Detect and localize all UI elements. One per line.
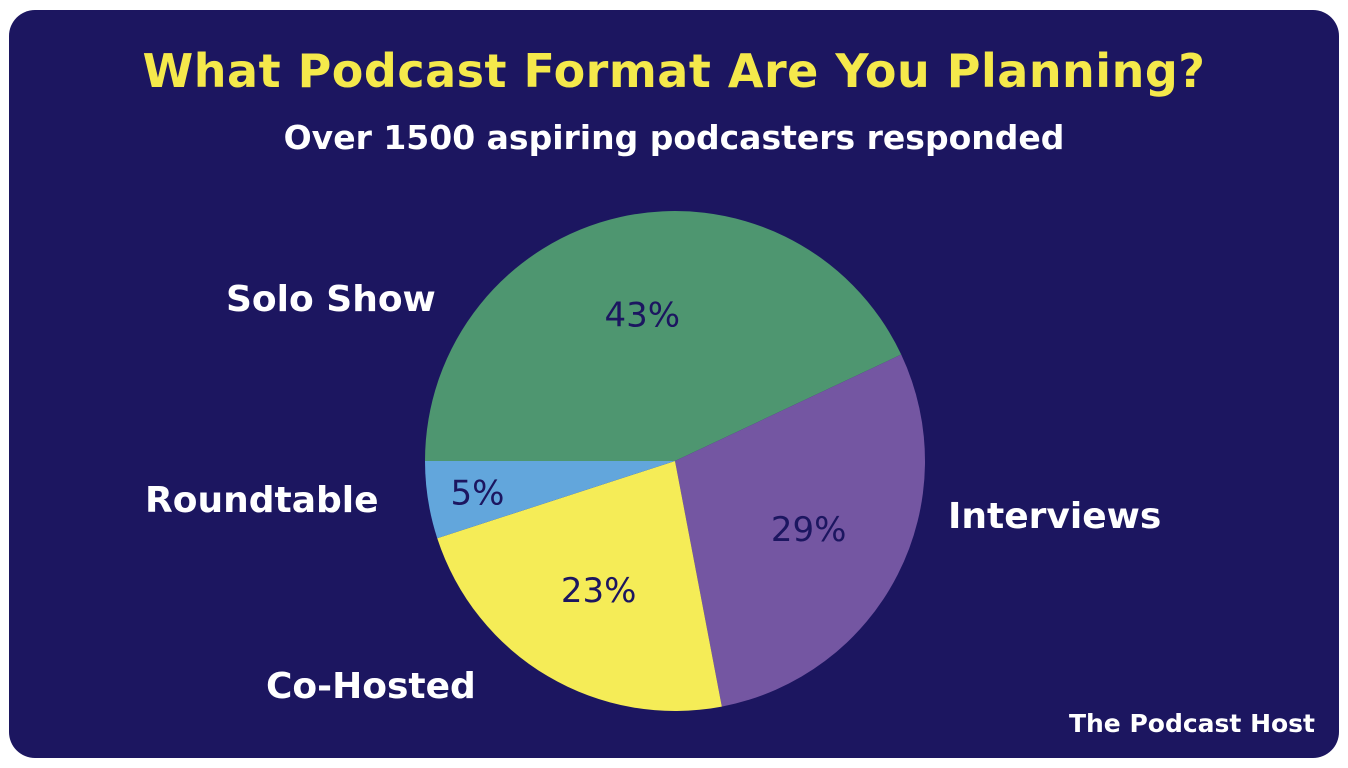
data-label-roundtable: 5% [450, 473, 504, 513]
data-label-co-hosted: 23% [561, 571, 637, 611]
chart-title: What Podcast Format Are You Planning? [142, 44, 1206, 98]
data-label-interviews: 29% [771, 510, 847, 550]
pie-slice-co-hosted [437, 461, 722, 712]
category-label-co-hosted: Co-Hosted [266, 666, 476, 707]
data-label-solo-show: 43% [604, 296, 680, 336]
pie-slice-solo-show [425, 210, 902, 461]
category-label-roundtable: Roundtable [145, 480, 379, 521]
category-label-solo-show: Solo Show [226, 279, 436, 320]
chart-subtitle: Over 1500 aspiring podcasters responded [283, 118, 1065, 157]
chart-card: What Podcast Format Are You Planning? Ov… [9, 10, 1339, 758]
pie-slice-roundtable [425, 461, 675, 539]
category-label-interviews: Interviews [948, 496, 1162, 537]
brand-logo: The Podcast Host [1068, 709, 1315, 738]
pie-chart: 43% 29% 23% 5% [425, 210, 926, 712]
pie-slice-interviews [675, 354, 926, 707]
